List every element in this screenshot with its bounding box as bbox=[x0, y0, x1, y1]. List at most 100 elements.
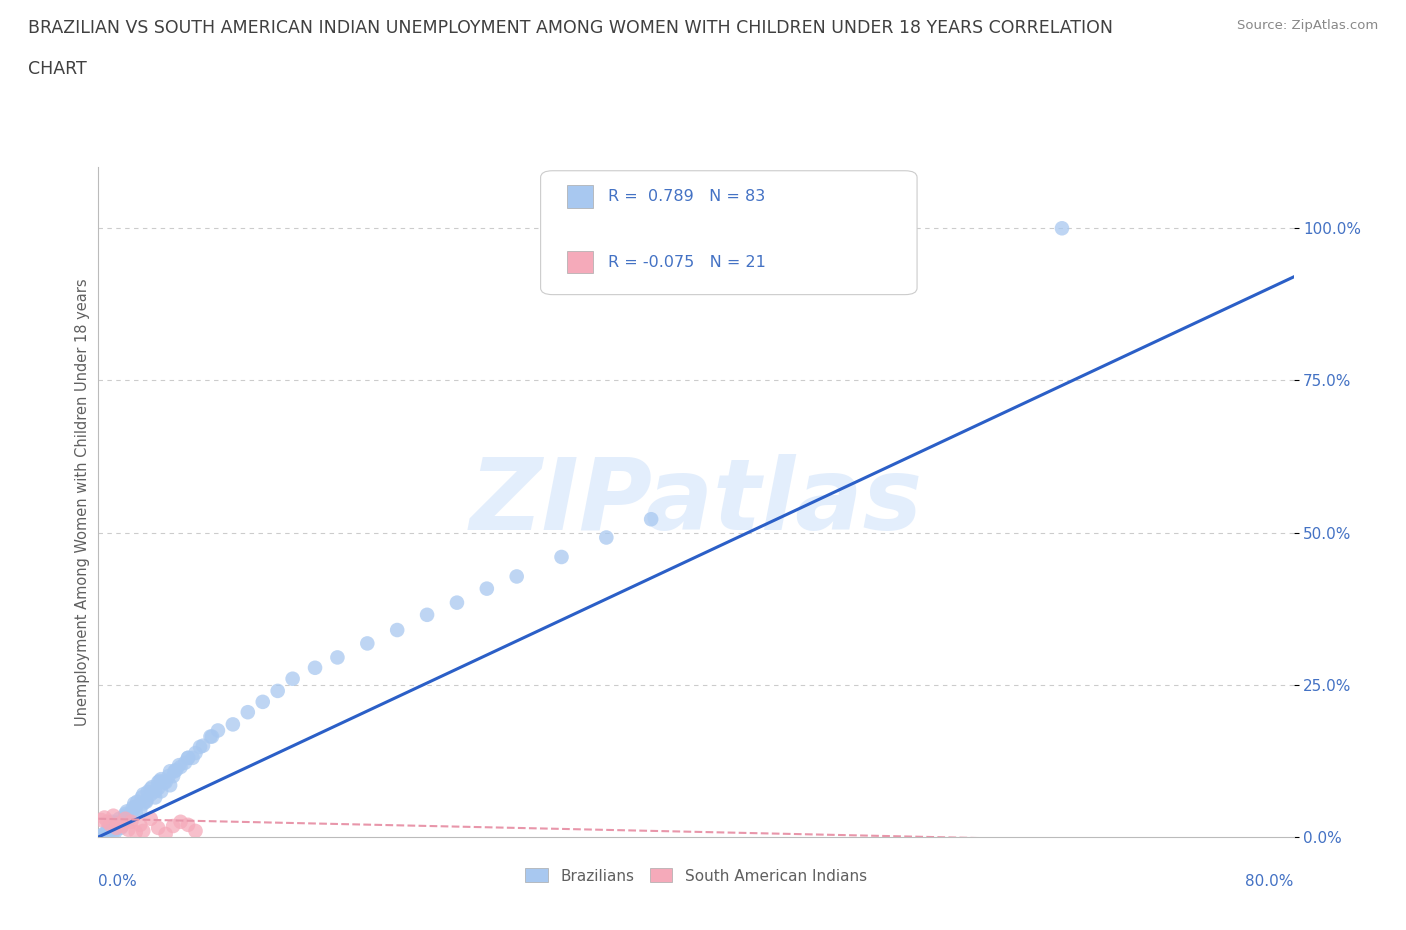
Point bbox=[191, 738, 214, 753]
Point bbox=[97, 818, 120, 833]
Point bbox=[101, 815, 124, 830]
Point bbox=[385, 622, 409, 637]
Point bbox=[162, 769, 184, 784]
Point bbox=[169, 815, 191, 830]
Point bbox=[177, 751, 200, 765]
Point bbox=[132, 787, 155, 802]
Point bbox=[120, 815, 142, 830]
Point bbox=[506, 569, 529, 584]
Point bbox=[125, 825, 148, 840]
Point bbox=[105, 817, 128, 832]
Point bbox=[96, 823, 118, 838]
Point bbox=[188, 739, 211, 754]
Point bbox=[114, 808, 136, 823]
Point bbox=[136, 785, 159, 800]
Point bbox=[115, 804, 138, 819]
Point bbox=[125, 799, 148, 814]
Text: BRAZILIAN VS SOUTH AMERICAN INDIAN UNEMPLOYMENT AMONG WOMEN WITH CHILDREN UNDER : BRAZILIAN VS SOUTH AMERICAN INDIAN UNEMP… bbox=[28, 19, 1114, 36]
Point bbox=[159, 764, 181, 778]
Point bbox=[120, 805, 142, 820]
Point bbox=[326, 650, 349, 665]
Point bbox=[148, 820, 170, 835]
Point bbox=[267, 684, 290, 698]
Text: ZIPatlas: ZIPatlas bbox=[470, 454, 922, 551]
Point bbox=[155, 827, 177, 842]
Point bbox=[640, 512, 662, 526]
Point bbox=[132, 823, 155, 838]
Point bbox=[181, 751, 204, 765]
Point bbox=[200, 729, 222, 744]
Point bbox=[155, 775, 177, 790]
FancyBboxPatch shape bbox=[541, 171, 917, 295]
Point bbox=[174, 755, 197, 770]
FancyBboxPatch shape bbox=[567, 185, 593, 207]
Point bbox=[121, 801, 143, 816]
Point bbox=[149, 774, 172, 789]
Point bbox=[177, 817, 200, 832]
Point bbox=[112, 811, 135, 826]
Point bbox=[98, 817, 122, 832]
Point bbox=[114, 806, 136, 821]
Point bbox=[281, 671, 304, 686]
Point bbox=[446, 595, 468, 610]
Point bbox=[139, 787, 162, 802]
Point bbox=[163, 764, 186, 778]
Point bbox=[139, 781, 162, 796]
Point bbox=[595, 530, 617, 545]
Point bbox=[103, 825, 125, 840]
Point bbox=[103, 808, 125, 823]
Point bbox=[132, 796, 155, 811]
Point bbox=[111, 817, 134, 831]
Point bbox=[157, 769, 180, 784]
Point bbox=[107, 815, 129, 830]
Point bbox=[111, 818, 134, 833]
Text: 0.0%: 0.0% bbox=[98, 874, 138, 889]
Point bbox=[105, 820, 128, 835]
Point bbox=[141, 779, 163, 794]
Point bbox=[162, 818, 184, 833]
Point bbox=[143, 790, 166, 804]
Point bbox=[135, 794, 157, 809]
Point bbox=[124, 796, 146, 811]
Point bbox=[96, 815, 118, 830]
Text: Source: ZipAtlas.com: Source: ZipAtlas.com bbox=[1237, 19, 1378, 32]
Point bbox=[117, 822, 139, 837]
Point bbox=[114, 811, 136, 826]
Point bbox=[177, 751, 200, 765]
Text: 80.0%: 80.0% bbox=[1246, 874, 1294, 889]
Point bbox=[222, 717, 245, 732]
Point bbox=[475, 581, 498, 596]
Point bbox=[143, 784, 166, 799]
Point bbox=[184, 746, 207, 761]
Y-axis label: Unemployment Among Women with Children Under 18 years: Unemployment Among Women with Children U… bbox=[75, 278, 90, 726]
Point bbox=[416, 607, 439, 622]
Point bbox=[93, 810, 115, 825]
Point bbox=[98, 822, 122, 837]
Point bbox=[550, 550, 572, 565]
Point bbox=[104, 825, 127, 840]
Point bbox=[117, 813, 139, 828]
Point bbox=[167, 758, 190, 773]
Point bbox=[96, 824, 118, 839]
Point bbox=[127, 794, 149, 809]
Point bbox=[103, 821, 125, 836]
Point bbox=[201, 729, 224, 744]
Point bbox=[108, 811, 131, 826]
Point bbox=[131, 790, 153, 804]
Point bbox=[94, 827, 117, 842]
Point bbox=[184, 823, 207, 838]
Point bbox=[150, 784, 173, 799]
Point bbox=[129, 803, 152, 817]
Text: R =  0.789   N = 83: R = 0.789 N = 83 bbox=[607, 189, 765, 204]
Point bbox=[93, 826, 115, 841]
Point bbox=[236, 705, 259, 720]
Point bbox=[105, 820, 128, 835]
Point bbox=[108, 817, 131, 831]
Point bbox=[252, 695, 274, 710]
Point bbox=[304, 660, 326, 675]
Point bbox=[207, 723, 229, 737]
Point bbox=[90, 829, 112, 844]
Point bbox=[169, 760, 191, 775]
Point bbox=[110, 820, 132, 835]
Point bbox=[135, 793, 157, 808]
